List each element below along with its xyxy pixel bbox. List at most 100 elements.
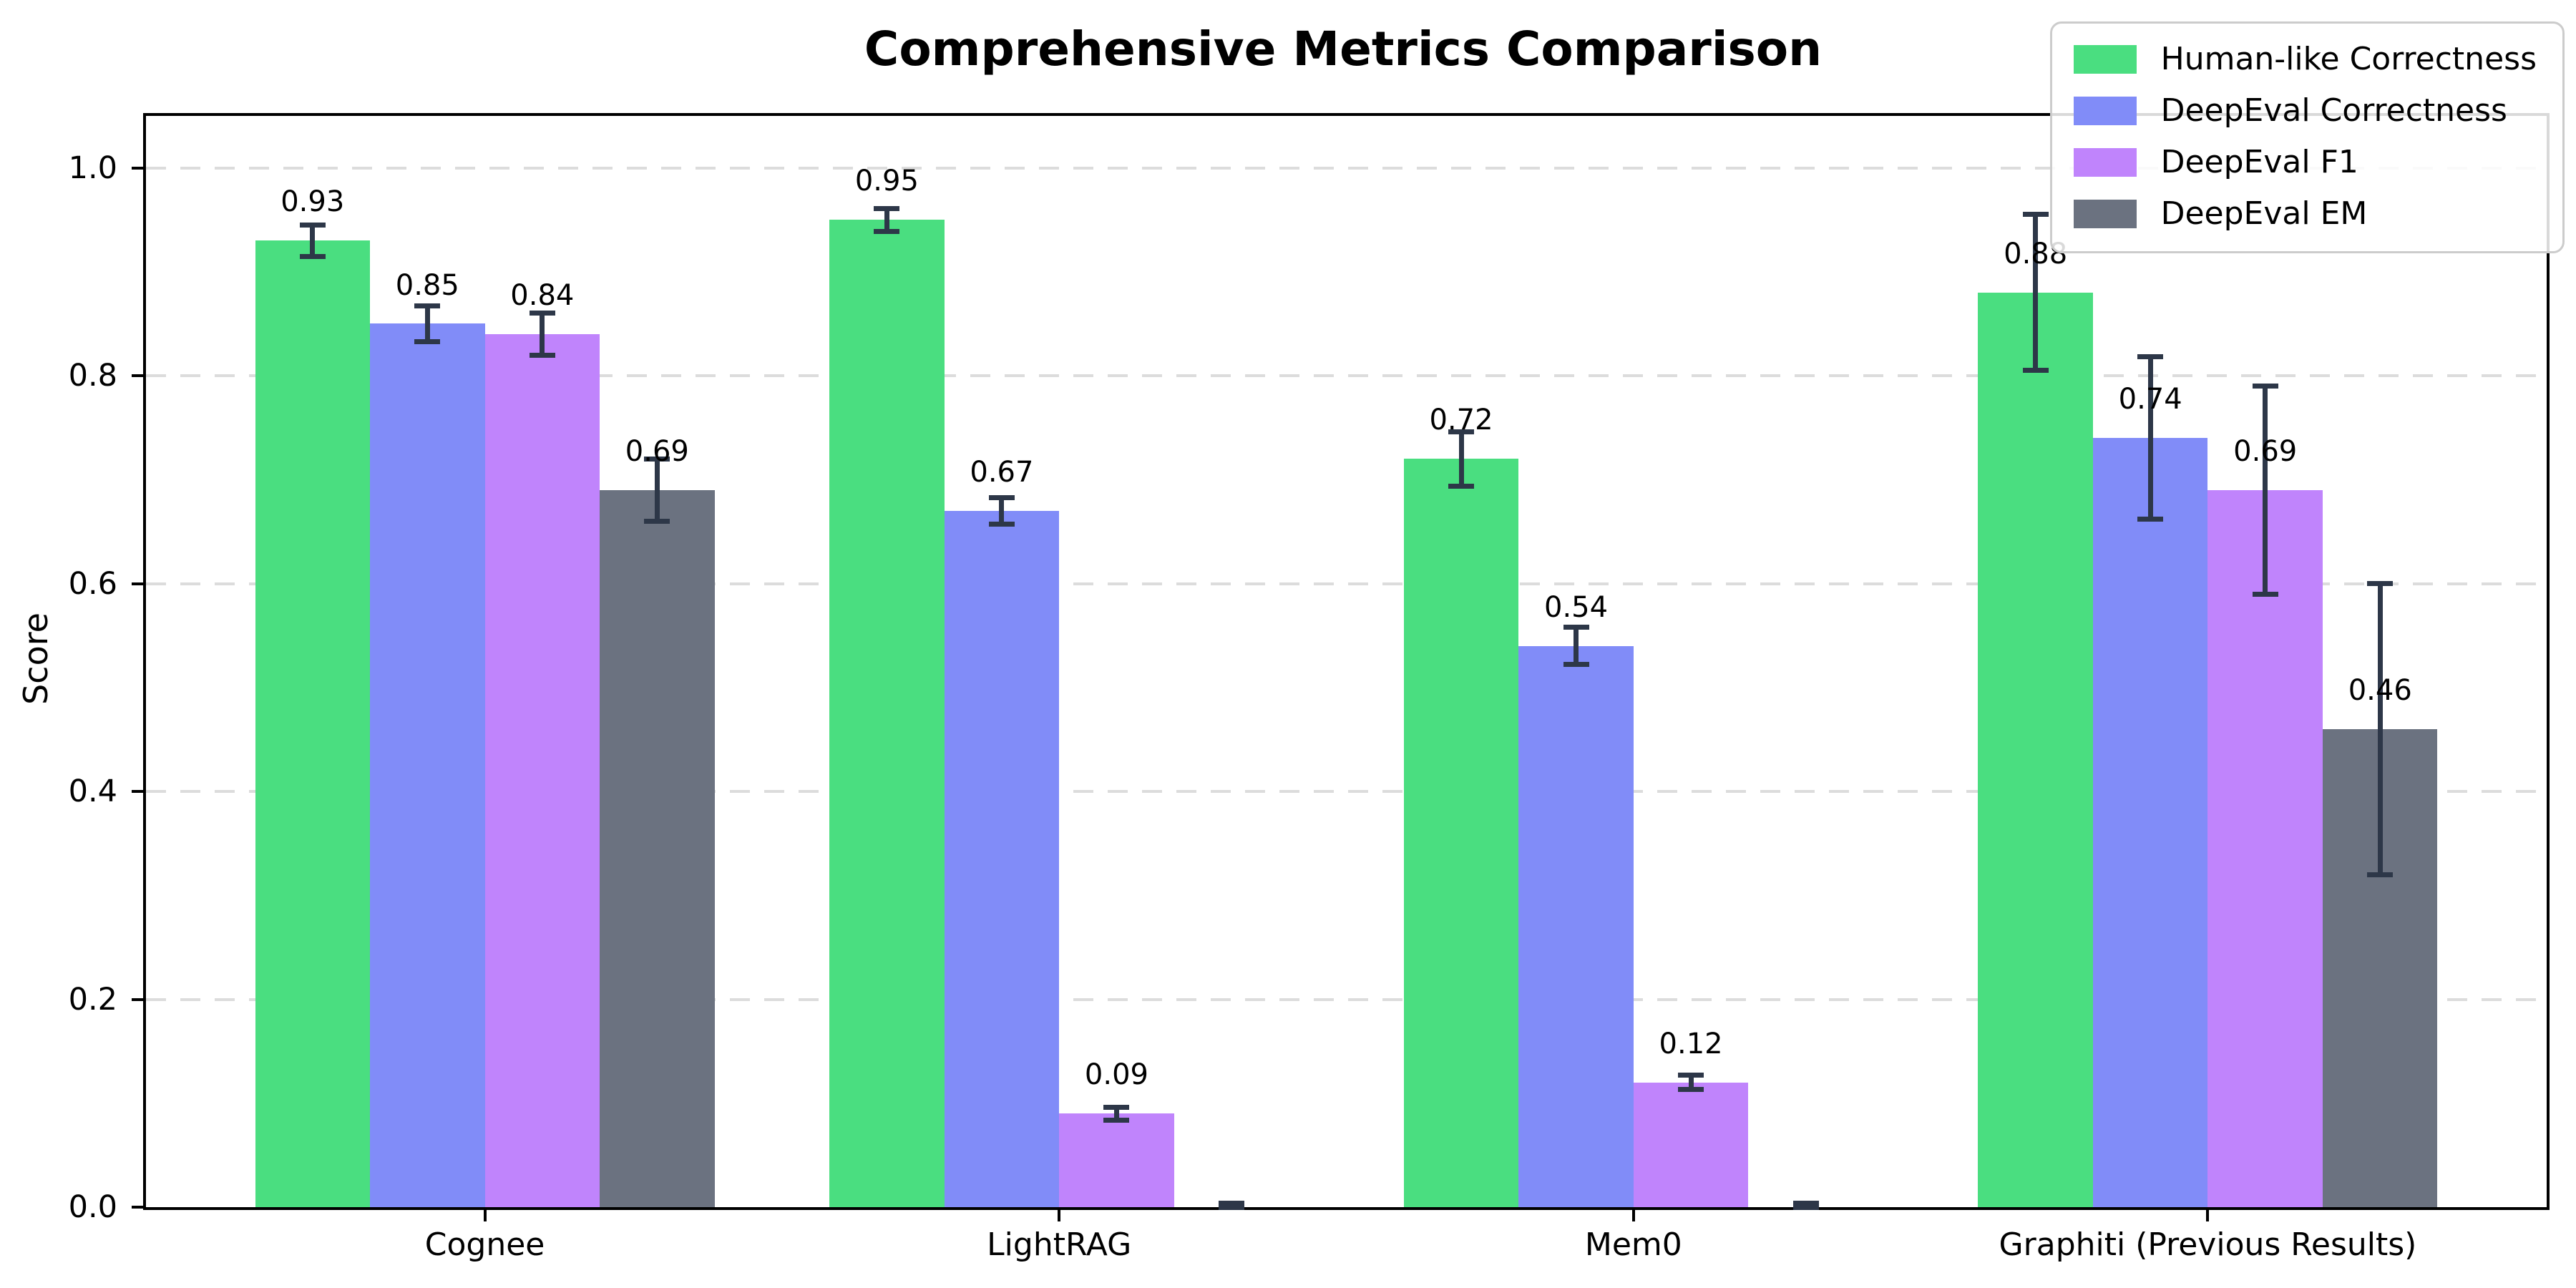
error-bar-cap	[1218, 1200, 1244, 1206]
error-bar-cap	[874, 228, 900, 234]
bar-deepeval-correctness	[944, 510, 1060, 1207]
error-bar-cap	[414, 338, 441, 344]
error-bar	[2033, 214, 2039, 371]
error-bar	[1458, 431, 1464, 487]
error-bar-cap	[1103, 1117, 1130, 1123]
bar-value-label: 0.09	[1084, 1058, 1148, 1092]
error-bar-cap	[2022, 212, 2049, 218]
legend-swatch	[2073, 45, 2137, 74]
legend-label: DeepEval Correctness	[2160, 92, 2507, 129]
y-tick-mark	[132, 997, 146, 1001]
y-tick-label: 1.0	[68, 150, 117, 186]
bar-deepeval-correctness	[2092, 438, 2208, 1207]
error-bar	[999, 497, 1005, 525]
y-gridline	[146, 997, 2547, 1001]
error-bar	[654, 459, 660, 522]
bar-deepeval-f1	[484, 334, 600, 1207]
bar-deepeval-em	[600, 489, 715, 1207]
error-bar-cap	[2367, 872, 2394, 877]
error-bar-cap	[644, 518, 670, 524]
error-bar-cap	[1792, 1204, 1819, 1210]
x-tick-label: LightRAG	[987, 1226, 1132, 1263]
error-bar-cap	[299, 253, 326, 259]
y-tick-label: 0.0	[68, 1189, 117, 1225]
legend-item: Human-like Correctness	[2073, 41, 2537, 78]
plot-area: 0.0 0.2 0.4 0.6 0.8 1.0 Cognee LightRAG Mem0 Grap…	[69, 113, 2550, 1263]
error-bar	[1574, 627, 1579, 665]
error-bar-cap	[1678, 1073, 1704, 1078]
legend-item: DeepEval F1	[2073, 144, 2537, 181]
error-bar-cap	[1103, 1105, 1130, 1111]
error-bar-cap	[529, 311, 555, 316]
x-tick-mark	[2206, 1207, 2210, 1221]
bar-value-label: 0.67	[970, 455, 1034, 489]
x-tick-label: Graphiti (Previous Results)	[1999, 1226, 2417, 1263]
bar-value-label: 0.95	[854, 165, 919, 198]
bar-value-label: 0.74	[2118, 383, 2182, 416]
legend-swatch	[2073, 148, 2137, 177]
x-tick-label: Cognee	[424, 1226, 545, 1263]
error-bar-cap	[414, 303, 441, 309]
legend-item: DeepEval EM	[2073, 195, 2537, 233]
error-bar-cap	[529, 352, 555, 358]
bar-value-label: 0.72	[1429, 404, 1493, 437]
bar-deepeval-f1	[2207, 489, 2323, 1207]
y-axis-label: Score	[16, 613, 55, 705]
error-bar-cap	[299, 223, 326, 228]
bar-human-like-correctness	[1978, 292, 2093, 1207]
error-bar	[2147, 356, 2153, 519]
y-gridline	[146, 166, 2547, 170]
error-bar	[1688, 1075, 1694, 1090]
error-bar-cap	[1218, 1204, 1244, 1210]
bar-human-like-correctness	[1403, 459, 1519, 1207]
error-bar-cap	[2252, 591, 2278, 597]
error-bar-cap	[1448, 429, 1475, 435]
y-tick-label: 0.4	[68, 774, 117, 810]
y-tick-mark	[132, 1206, 146, 1209]
x-tick-mark	[1631, 1207, 1635, 1221]
error-bar-cap	[1448, 483, 1475, 489]
bar-value-label: 0.85	[395, 268, 459, 302]
x-tick-mark	[1058, 1207, 1061, 1221]
bar-value-label: 0.84	[510, 279, 575, 313]
y-axis-label-strip: Score	[0, 113, 72, 1204]
error-bar-cap	[644, 456, 670, 462]
bar-value-label: 0.69	[2233, 434, 2298, 468]
error-bar-cap	[2252, 384, 2278, 389]
legend-label: DeepEval EM	[2160, 195, 2368, 232]
error-bar-cap	[1792, 1200, 1819, 1206]
y-tick-label: 0.2	[68, 981, 117, 1018]
x-tick-mark	[483, 1207, 487, 1221]
y-tick-mark	[132, 790, 146, 794]
error-bar-cap	[2022, 368, 2049, 374]
y-gridline	[146, 374, 2547, 378]
error-bar-cap	[988, 522, 1015, 527]
error-bar-cap	[874, 205, 900, 211]
error-bar	[884, 208, 889, 232]
bar-value-label: 0.93	[280, 185, 345, 219]
error-bar-cap	[1678, 1087, 1704, 1093]
x-tick-label: Mem0	[1584, 1226, 1682, 1263]
y-tick-mark	[132, 582, 146, 585]
bar-value-label: 0.69	[625, 434, 689, 468]
error-bar	[540, 313, 545, 356]
bar-human-like-correctness	[829, 220, 945, 1207]
bar-value-label: 0.46	[2348, 673, 2412, 707]
legend-label: Human-like Correctness	[2160, 41, 2537, 77]
error-bar-cap	[2367, 581, 2394, 587]
bar-value-label: 0.54	[1544, 590, 1609, 624]
error-bar	[2377, 583, 2383, 875]
error-bar-cap	[2137, 354, 2164, 360]
bar-deepeval-f1	[1633, 1082, 1749, 1207]
error-bar	[1113, 1107, 1119, 1120]
y-gridline	[146, 582, 2547, 585]
error-bar-cap	[2137, 517, 2164, 522]
bar-human-like-correctness	[255, 240, 371, 1207]
bar-deepeval-correctness	[1518, 645, 1634, 1207]
legend-item: DeepEval Correctness	[2073, 92, 2537, 130]
chart-title: Comprehensive Metrics Comparison	[864, 21, 1823, 77]
legend-label: DeepEval F1	[2160, 144, 2358, 180]
y-tick-label: 0.8	[68, 358, 117, 394]
y-gridline	[146, 790, 2547, 794]
